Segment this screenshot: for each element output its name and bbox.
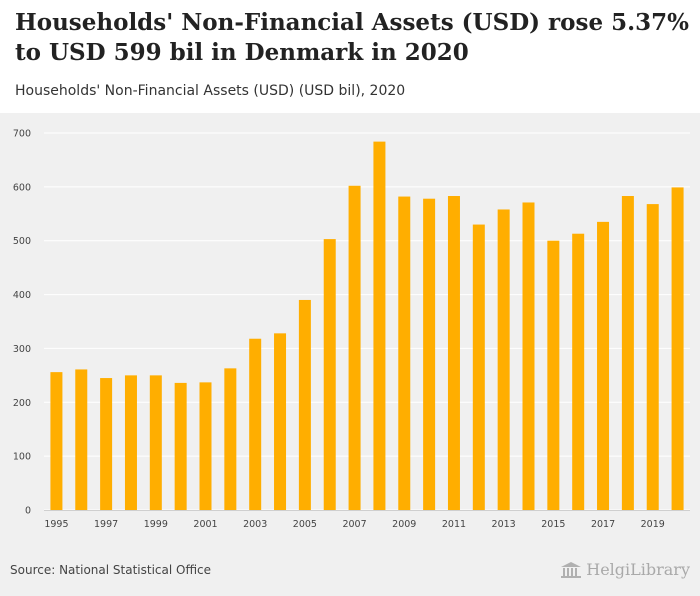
bar-2009	[398, 196, 411, 510]
bar-2008	[373, 141, 386, 511]
y-tick-label: 600	[13, 182, 31, 193]
bar-2015	[547, 240, 560, 510]
plot-area: 0 100 200 300 400 500 600 700 1995 1997 1999 2001 20…	[0, 113, 700, 596]
bar-2012	[472, 224, 485, 511]
x-tick-label: 1995	[44, 519, 68, 530]
x-tick-label: 1997	[94, 519, 118, 530]
bar-2007	[348, 185, 361, 510]
brand-name: HelgiLibrary	[586, 560, 690, 579]
bar-2016	[572, 233, 585, 510]
y-tick-label: 700	[13, 129, 31, 140]
bar-2019	[646, 204, 659, 510]
brand-logo[interactable]: HelgiLibrary	[560, 560, 690, 579]
bar-2013	[497, 209, 510, 510]
y-tick-label: 0	[25, 506, 31, 517]
library-building-icon	[561, 561, 582, 578]
bar-2004	[274, 333, 287, 510]
bar-2006	[323, 239, 336, 510]
bar-2005	[298, 299, 311, 510]
bar-2000	[174, 382, 187, 510]
x-tick-label: 2017	[591, 519, 615, 530]
y-tick-label: 100	[13, 452, 31, 463]
x-tick-label: 2001	[193, 519, 217, 530]
y-tick-label: 500	[13, 236, 31, 247]
bar-2001	[199, 382, 212, 510]
bar-chart: 0 100 200 300 400 500 600 700 1995 1997 1999 2001 20…	[13, 129, 690, 530]
chart-header: Households' Non-Financial Assets (USD) r…	[0, 0, 700, 113]
bar-2014	[522, 202, 535, 510]
y-tick-label: 200	[13, 398, 31, 409]
bar-1999	[149, 375, 162, 510]
y-tick-label: 300	[13, 344, 31, 355]
bar-2003	[249, 338, 262, 510]
bar-2010	[423, 198, 436, 510]
x-tick-label: 2011	[442, 519, 466, 530]
x-tick-label: 2019	[641, 519, 665, 530]
bar-2011	[447, 196, 460, 510]
bar-2002	[224, 368, 237, 510]
chart-subtitle: Households' Non-Financial Assets (USD) (…	[15, 83, 406, 99]
x-tick-label: 2015	[541, 519, 565, 530]
x-tick-label: 2009	[392, 519, 416, 530]
x-tick-label: 2013	[492, 519, 516, 530]
y-tick-label: 400	[13, 290, 31, 301]
bar-1998	[124, 375, 137, 510]
x-tick-label: 2005	[293, 519, 317, 530]
bar-2020	[671, 187, 684, 510]
source-note: Source: National Statistical Office	[10, 563, 212, 577]
x-tick-label: 2003	[243, 519, 267, 530]
bar-1996	[75, 369, 88, 510]
bar-2018	[621, 196, 634, 510]
chart-title: Households' Non-Financial Assets (USD) r…	[15, 9, 689, 66]
bar-1995	[50, 372, 63, 510]
bar-1997	[100, 378, 113, 510]
bar-2017	[597, 221, 610, 510]
x-tick-label: 2007	[342, 519, 366, 530]
x-tick-label: 1999	[144, 519, 168, 530]
